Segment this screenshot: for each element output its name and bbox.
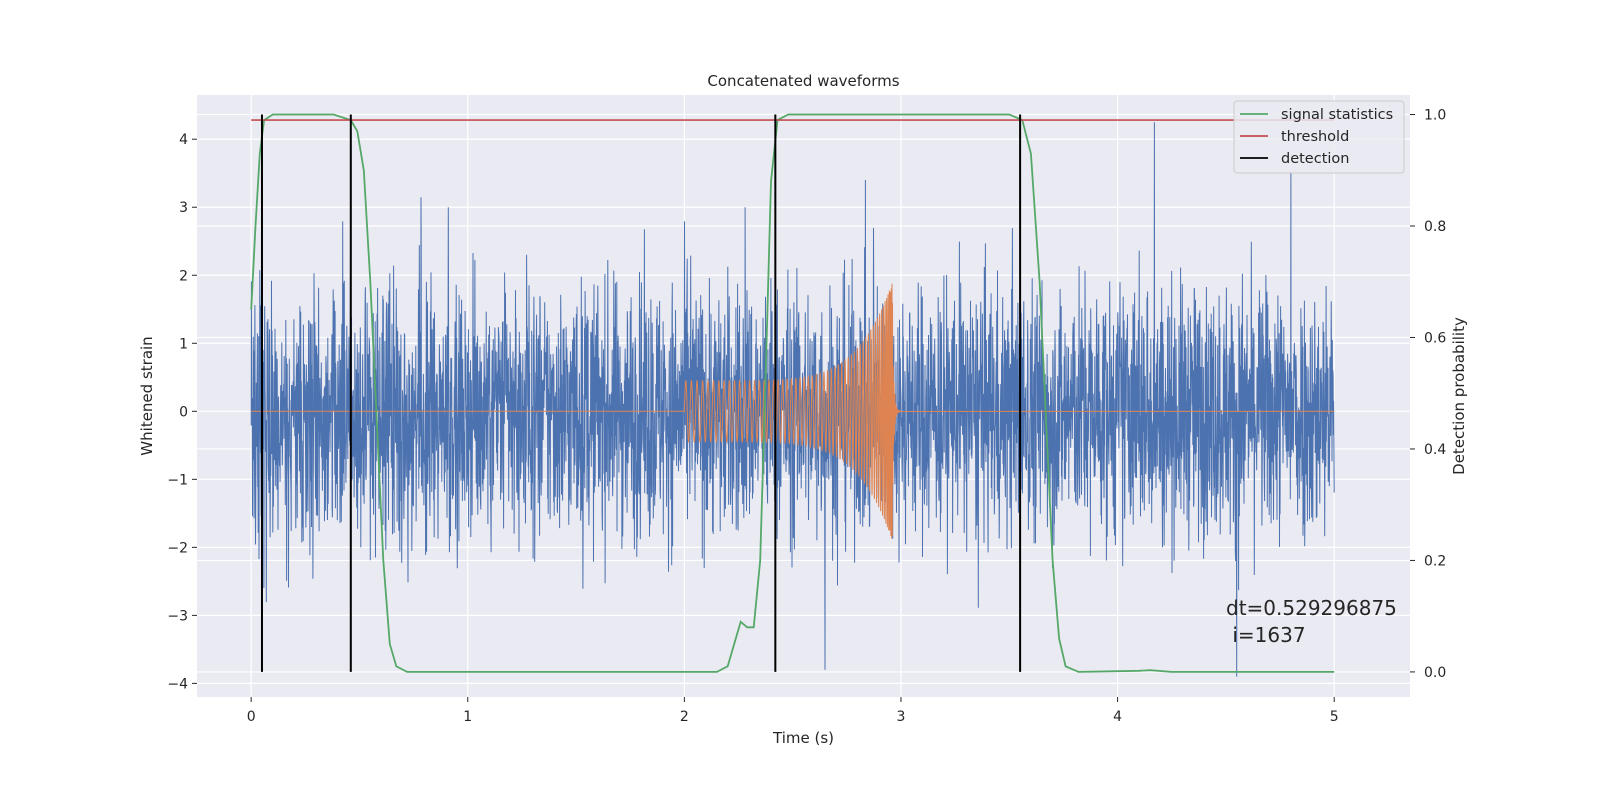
legend: signal statistics threshold detection xyxy=(1233,100,1405,174)
detection-lines xyxy=(260,114,1022,672)
x-tick-label: 4 xyxy=(1113,709,1122,725)
legend-frame xyxy=(1233,100,1405,174)
annotation-dt: dt=0.529296875 xyxy=(1226,596,1397,620)
y-tick-label: 1 xyxy=(179,336,188,352)
y-tick-label: −3 xyxy=(167,608,188,624)
y2-tick-label: 1.0 xyxy=(1424,108,1446,124)
y-tick-label: −2 xyxy=(167,540,188,556)
y-tick-label: −1 xyxy=(167,472,188,488)
y2-tick-label: 0.2 xyxy=(1424,553,1446,569)
y2-axis-label: Detection probability xyxy=(1450,317,1468,475)
x-tick-label: 5 xyxy=(1330,709,1339,725)
legend-label-detection: detection xyxy=(1281,151,1349,167)
y2-tick-label: 0.8 xyxy=(1424,219,1446,235)
x-axis-label: Time (s) xyxy=(772,729,834,747)
injected-signal-series-line xyxy=(251,283,1335,539)
chart-title: Concatenated waveforms xyxy=(707,72,899,90)
x-tick-label: 3 xyxy=(897,709,906,725)
legend-label-threshold: threshold xyxy=(1281,129,1349,145)
x-tick-label: 0 xyxy=(247,709,256,725)
y-tick-label: 4 xyxy=(179,132,188,148)
annotation-i: i=1637 xyxy=(1226,623,1306,647)
y-axis-label: Whitened strain xyxy=(138,336,156,455)
y-tick-label: 2 xyxy=(179,268,188,284)
y2-tick-label: 0.4 xyxy=(1424,442,1446,458)
y2-tick-label: 0.0 xyxy=(1424,665,1446,681)
y-tick-label: 3 xyxy=(179,200,188,216)
signal-statistics-series-line xyxy=(250,113,1335,673)
y-tick-label: 0 xyxy=(179,404,188,420)
x-tick-label: 1 xyxy=(463,709,472,725)
axis-ticks: 0 1 2 3 4 5 −4 −3 −2 −1 0 1 2 3 4 0.0 0.2 0.4 0.6 0.8 1.0 xyxy=(167,108,1446,725)
x-tick-label: 2 xyxy=(680,709,689,725)
y-tick-label: −4 xyxy=(167,676,188,692)
y2-tick-label: 0.6 xyxy=(1424,330,1446,346)
legend-label-signal-statistics: signal statistics xyxy=(1281,107,1393,123)
